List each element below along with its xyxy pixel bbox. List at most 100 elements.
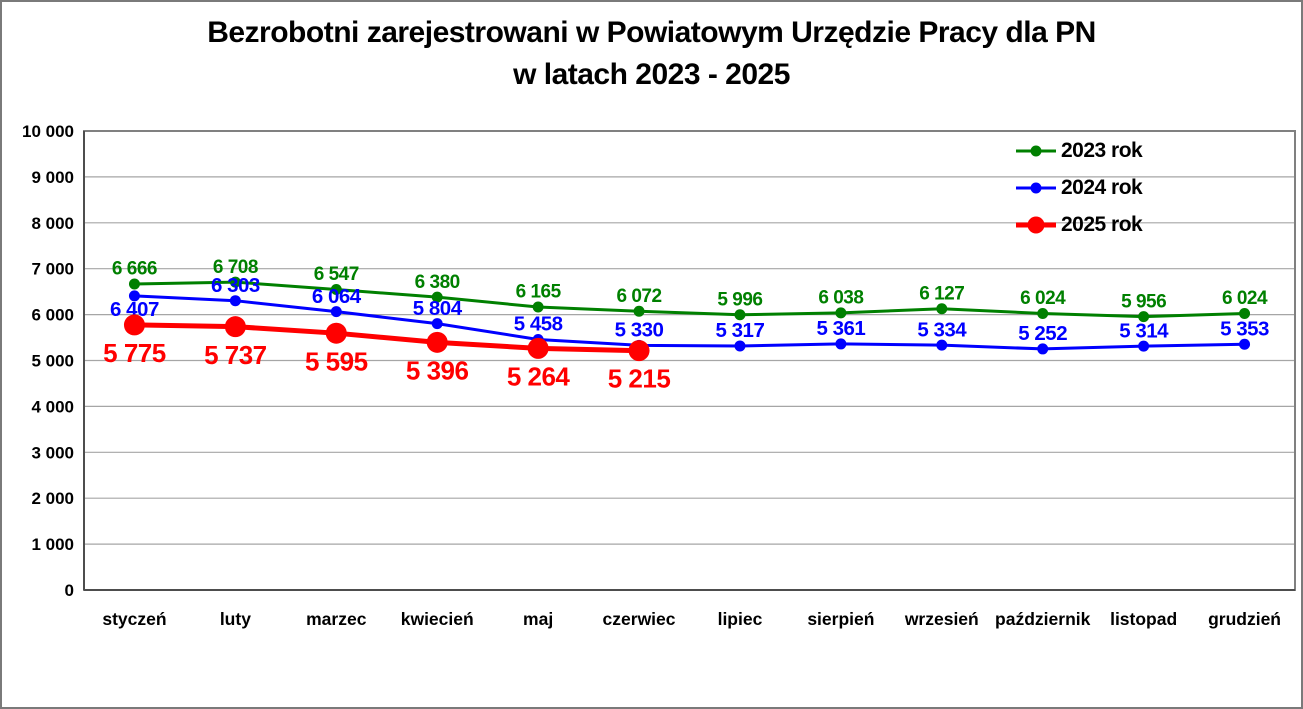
data-label: 6 024 [1222,288,1268,309]
x-tick-label: marzec [306,609,367,629]
data-point-marker [431,318,443,330]
y-tick-label: 9 000 [31,168,74,187]
y-tick-label: 10 000 [22,122,74,141]
x-tick-label: lipiec [718,609,763,629]
y-tick-label: 7 000 [31,260,74,279]
series-line [134,294,1245,351]
data-label: 6 064 [312,285,362,308]
data-label: 5 252 [1018,322,1067,345]
data-point-marker [229,295,241,307]
data-label: 5 334 [917,318,967,341]
y-tick-label: 4 000 [31,397,74,416]
data-point-marker [628,340,650,362]
data-label: 5 215 [608,364,671,394]
x-tick-label: styczeń [102,609,166,629]
x-tick-label: wrzesień [904,609,979,629]
data-point-marker [734,309,746,321]
chart-title-line-2: w latach 2023 - 2025 [513,58,790,91]
data-label: 5 595 [305,346,368,376]
data-point-marker [1037,307,1049,319]
data-label: 6 547 [314,264,359,285]
series-line [134,280,1245,319]
data-label: 6 708 [213,257,258,278]
series-line [134,322,640,354]
y-tick-label: 8 000 [31,214,74,233]
x-tick-label: grudzień [1208,609,1281,629]
data-point-marker [330,306,342,318]
data-label: 5 775 [103,338,166,368]
x-tick-label: maj [523,609,553,629]
data-label: 6 127 [919,283,964,304]
data-label: 5 804 [413,297,463,320]
data-label: 5 361 [816,317,865,340]
legend-label-2024: 2024 rok [1061,175,1143,199]
data-label: 5 737 [204,340,267,370]
data-label: 5 314 [1119,319,1169,342]
data-point-marker [128,278,140,290]
series-2023-rok: 6 666 6 708 6 547 6 380 6 165 6 072 5 996 6 038… [112,257,1268,323]
data-label: 6 024 [1020,288,1066,309]
data-point-marker [633,305,645,317]
legend-item-2025: 2025 rok [1014,206,1143,243]
data-label: 5 317 [716,319,765,342]
x-tick-label: czerwiec [603,609,676,629]
data-label: 6 666 [112,259,157,280]
data-point-marker [123,314,145,336]
data-point-marker [224,316,246,338]
data-point-marker [128,290,140,302]
legend-item-2024: 2024 rok [1014,169,1143,206]
data-label: 5 956 [1121,291,1166,312]
data-point-marker [1037,343,1049,355]
x-tick-label: październik [995,609,1091,629]
x-axis-labels: styczeń luty marzec kwiecień maj czerwiec lipi… [102,609,1281,629]
y-tick-label: 2 000 [31,489,74,508]
legend-marker-2024-icon [1016,182,1056,193]
legend: 2023 rok 2024 rok 2025 rok [1014,132,1143,243]
y-tick-label: 0 [65,581,74,600]
axes [83,130,1296,591]
legend-label-2025: 2025 rok [1061,212,1143,236]
chart-title-line-1: Bezrobotni zarejestrowani w Powiatowym U… [207,16,1096,49]
y-tick-label: 5 000 [31,352,74,371]
data-point-marker [835,307,847,319]
chart-title: Bezrobotni zarejestrowani w Powiatowym U… [2,12,1301,96]
x-tick-label: luty [220,609,251,629]
series-2024-rok: 6 407 6 303 6 064 5 804 5 458 5 330 5 317 5 361… [110,274,1270,355]
y-tick-label: 1 000 [31,535,74,554]
data-label: 5 330 [615,319,664,342]
data-label: 6 380 [415,272,460,293]
legend-item-2023: 2023 rok [1014,132,1143,169]
data-label: 6 072 [617,286,662,307]
data-label: 6 038 [818,288,863,309]
y-axis-labels: 0 1 000 2 000 3 000 4 000 5 000 6 000 7 000 8 00… [22,122,74,600]
data-point-marker [325,322,347,344]
data-point-marker [426,331,448,353]
data-point-marker [527,337,549,359]
series-2025-rok: 5 775 5 737 5 595 5 396 5 264 5 215 [103,314,671,394]
data-point-marker [1138,340,1150,352]
data-point-marker [1239,307,1251,319]
data-label: 5 353 [1220,317,1269,340]
data-point-marker [1138,311,1150,323]
data-point-marker [835,338,847,350]
data-point-marker [532,301,544,313]
legend-marker-2023-icon [1016,145,1056,156]
data-label: 6 165 [516,282,562,303]
x-tick-label: sierpień [807,609,874,629]
data-label: 5 458 [514,313,563,336]
data-label: 5 264 [507,361,571,391]
legend-marker-2025-icon [1016,216,1056,233]
data-point-marker [734,340,746,352]
data-label: 6 407 [110,298,159,321]
legend-label-2023: 2023 rok [1061,138,1143,162]
data-label: 5 996 [717,289,762,310]
x-tick-label: kwiecień [401,609,474,629]
data-label: 6 303 [211,274,260,297]
y-tick-label: 6 000 [31,306,74,325]
data-point-marker [431,291,443,303]
data-point-marker [936,339,948,351]
data-point-marker [330,283,342,295]
data-point-marker [936,303,948,315]
